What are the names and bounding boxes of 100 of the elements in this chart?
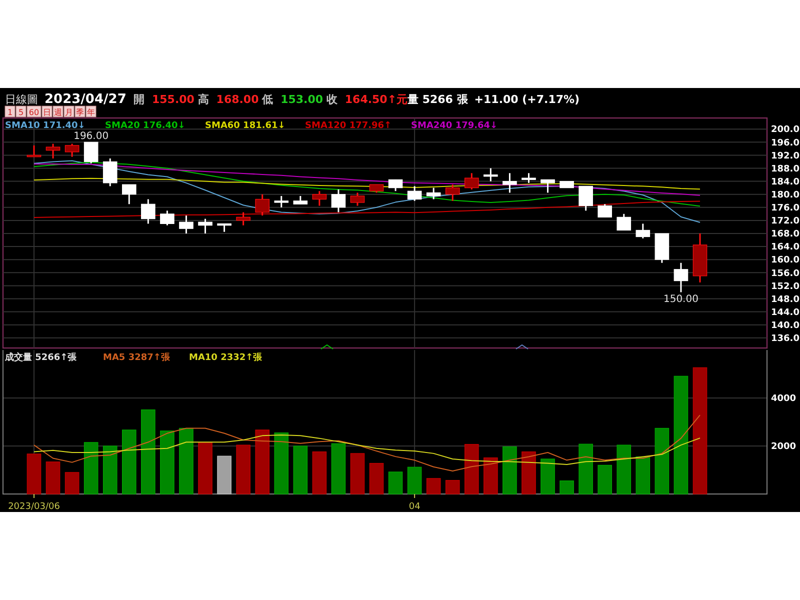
candlestick [674, 262, 688, 293]
bar [236, 444, 250, 494]
bar [464, 444, 479, 494]
bar [674, 376, 688, 494]
y-tick-label: 4000 [771, 394, 796, 404]
y-tick-label: 200.0 [771, 125, 800, 136]
bar [26, 454, 42, 494]
line-series [34, 160, 700, 223]
y-tick-label: 168.0 [771, 230, 800, 240]
candlestick [598, 203, 612, 218]
candlestick [64, 143, 80, 158]
text: 量 5266 張 [406, 93, 469, 106]
bar [102, 446, 118, 494]
bar [160, 430, 174, 494]
candlestick [522, 172, 536, 184]
bar [502, 446, 517, 494]
text: +11.00 (+7.17%) [474, 93, 580, 106]
text: 155.00 [152, 93, 195, 106]
candlestick [160, 210, 174, 226]
text: SMA10 171.40↓ [5, 121, 86, 131]
bar [540, 458, 555, 494]
candlestick [350, 192, 365, 207]
candlestick [331, 188, 346, 214]
y-tick-label: 160.0 [771, 256, 800, 266]
chart-subtitle: 1 5 60 日 週 月 季 年 [7, 108, 95, 117]
bar [217, 456, 232, 494]
y-tick-label: 144.0 [771, 308, 800, 318]
bar [692, 367, 708, 494]
candlestick [198, 218, 212, 234]
line-series [34, 178, 700, 190]
y-tick-label: 176.0 [771, 204, 800, 214]
line-series [34, 164, 700, 196]
bar [331, 443, 346, 494]
text: MA10 2332↑張 [189, 352, 264, 363]
y-tick-label: 172.0 [771, 216, 800, 227]
candlestick [84, 141, 98, 164]
bar [141, 409, 156, 494]
annotation: 196.00 [74, 131, 109, 142]
bar [616, 444, 632, 494]
bar [293, 446, 308, 494]
bar [46, 462, 60, 494]
bar [484, 457, 498, 494]
chart-title: 日線圖 [5, 93, 38, 106]
x-tick-label: 04 [408, 502, 421, 512]
candlestick [445, 184, 460, 202]
y-tick-label: 136.0 [771, 334, 800, 344]
bar [598, 464, 612, 494]
bar [350, 453, 365, 494]
candlestick [502, 172, 517, 194]
bar [179, 428, 194, 494]
y-tick-label: 148.0 [771, 294, 800, 305]
y-tick-label: 188.0 [771, 164, 800, 174]
line-series [34, 162, 700, 207]
candlestick [274, 195, 289, 208]
candlestick [616, 213, 632, 231]
bar [654, 428, 670, 494]
y-tick-label: 140.0 [771, 320, 800, 331]
text: 168.00 [216, 93, 260, 106]
candlestick [388, 178, 403, 192]
text: 開 [134, 93, 144, 106]
bar [198, 442, 212, 494]
text: 2023/04/27 [44, 92, 126, 107]
candlestick [179, 214, 194, 234]
bar [84, 442, 98, 494]
bar [312, 451, 327, 494]
line-series [34, 414, 700, 472]
bar [560, 480, 574, 494]
candlestick [141, 198, 156, 224]
candlestick [540, 178, 555, 194]
candlestick [255, 194, 270, 216]
candlestick [484, 167, 498, 182]
candlestick [46, 143, 60, 160]
candlestick [407, 185, 422, 202]
y-tick-label: 156.0 [771, 268, 800, 279]
text: SMA60 181.61↓ [205, 121, 286, 131]
annotation: 150.00 [663, 294, 698, 306]
bar [122, 430, 136, 494]
bar [369, 462, 384, 494]
bar [274, 432, 289, 494]
y-tick-label: 192.0 [771, 151, 800, 162]
line-series [34, 434, 700, 465]
y-tick-label: 2000 [771, 442, 796, 452]
y-tick-label: 184.0 [771, 177, 800, 188]
y-tick-label: 196.0 [771, 138, 800, 148]
text: 153.00 [280, 93, 324, 106]
text: 收 [326, 93, 338, 106]
bar [522, 451, 536, 494]
x-tick-label: 2023/03/06 [8, 502, 60, 512]
text: 164.50↑元 [344, 93, 408, 106]
text: SMA20 176.40↓ [105, 121, 186, 131]
candlestick [102, 158, 118, 187]
text: SMA240 179.64↓ [411, 121, 498, 131]
text: 成交量 5266↑張 [4, 352, 78, 363]
y-tick-label: 180.0 [771, 190, 800, 200]
bar [445, 480, 460, 494]
y-tick-label: 152.0 [771, 282, 800, 292]
text: SMA120 177.96↑ [305, 121, 392, 131]
candlestick [312, 190, 327, 207]
candlestick [426, 187, 441, 200]
bar [64, 472, 80, 494]
